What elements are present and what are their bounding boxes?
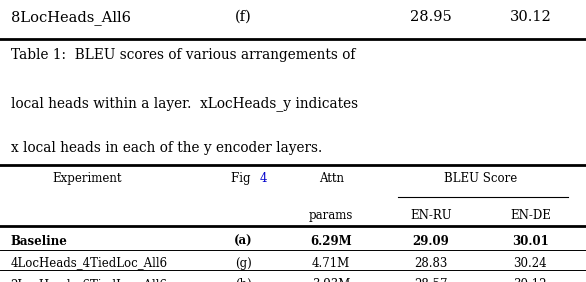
Text: x local heads in each of the y encoder layers.: x local heads in each of the y encoder l… [11,141,322,155]
Text: params: params [309,209,353,222]
Text: BLEU Score: BLEU Score [444,172,517,185]
Text: Fig: Fig [231,172,255,185]
Text: 28.95: 28.95 [410,10,452,24]
Text: 30.01: 30.01 [512,235,548,248]
Text: 3.93M: 3.93M [312,278,350,282]
Text: 4LocHeads_4TiedLoc_All6: 4LocHeads_4TiedLoc_All6 [11,257,168,270]
Text: (a): (a) [234,235,253,248]
Text: 6.29M: 6.29M [310,235,352,248]
Text: Attn: Attn [319,172,343,185]
Text: 4: 4 [260,172,267,185]
Text: 30.12: 30.12 [509,10,551,24]
Text: 28.57: 28.57 [414,278,448,282]
Text: EN-RU: EN-RU [410,209,452,222]
Text: (h): (h) [235,278,251,282]
Text: Baseline: Baseline [11,235,67,248]
Text: 8LocHeads_All6: 8LocHeads_All6 [11,10,131,25]
Text: (f): (f) [235,10,251,24]
Text: 30.24: 30.24 [513,257,547,270]
Text: Experiment: Experiment [52,172,121,185]
Text: local heads within a layer.  xLocHeads_y indicates: local heads within a layer. xLocHeads_y … [11,96,357,111]
Text: EN-DE: EN-DE [510,209,551,222]
Text: 28.83: 28.83 [414,257,447,270]
Text: (g): (g) [235,257,251,270]
Text: 2LocHeads_6TiedLoc_All6: 2LocHeads_6TiedLoc_All6 [11,278,168,282]
Text: Table 1:  BLEU scores of various arrangements of: Table 1: BLEU scores of various arrangem… [11,48,355,62]
Text: 29.09: 29.09 [413,235,449,248]
Text: 4.71M: 4.71M [312,257,350,270]
Text: 30.12: 30.12 [513,278,547,282]
